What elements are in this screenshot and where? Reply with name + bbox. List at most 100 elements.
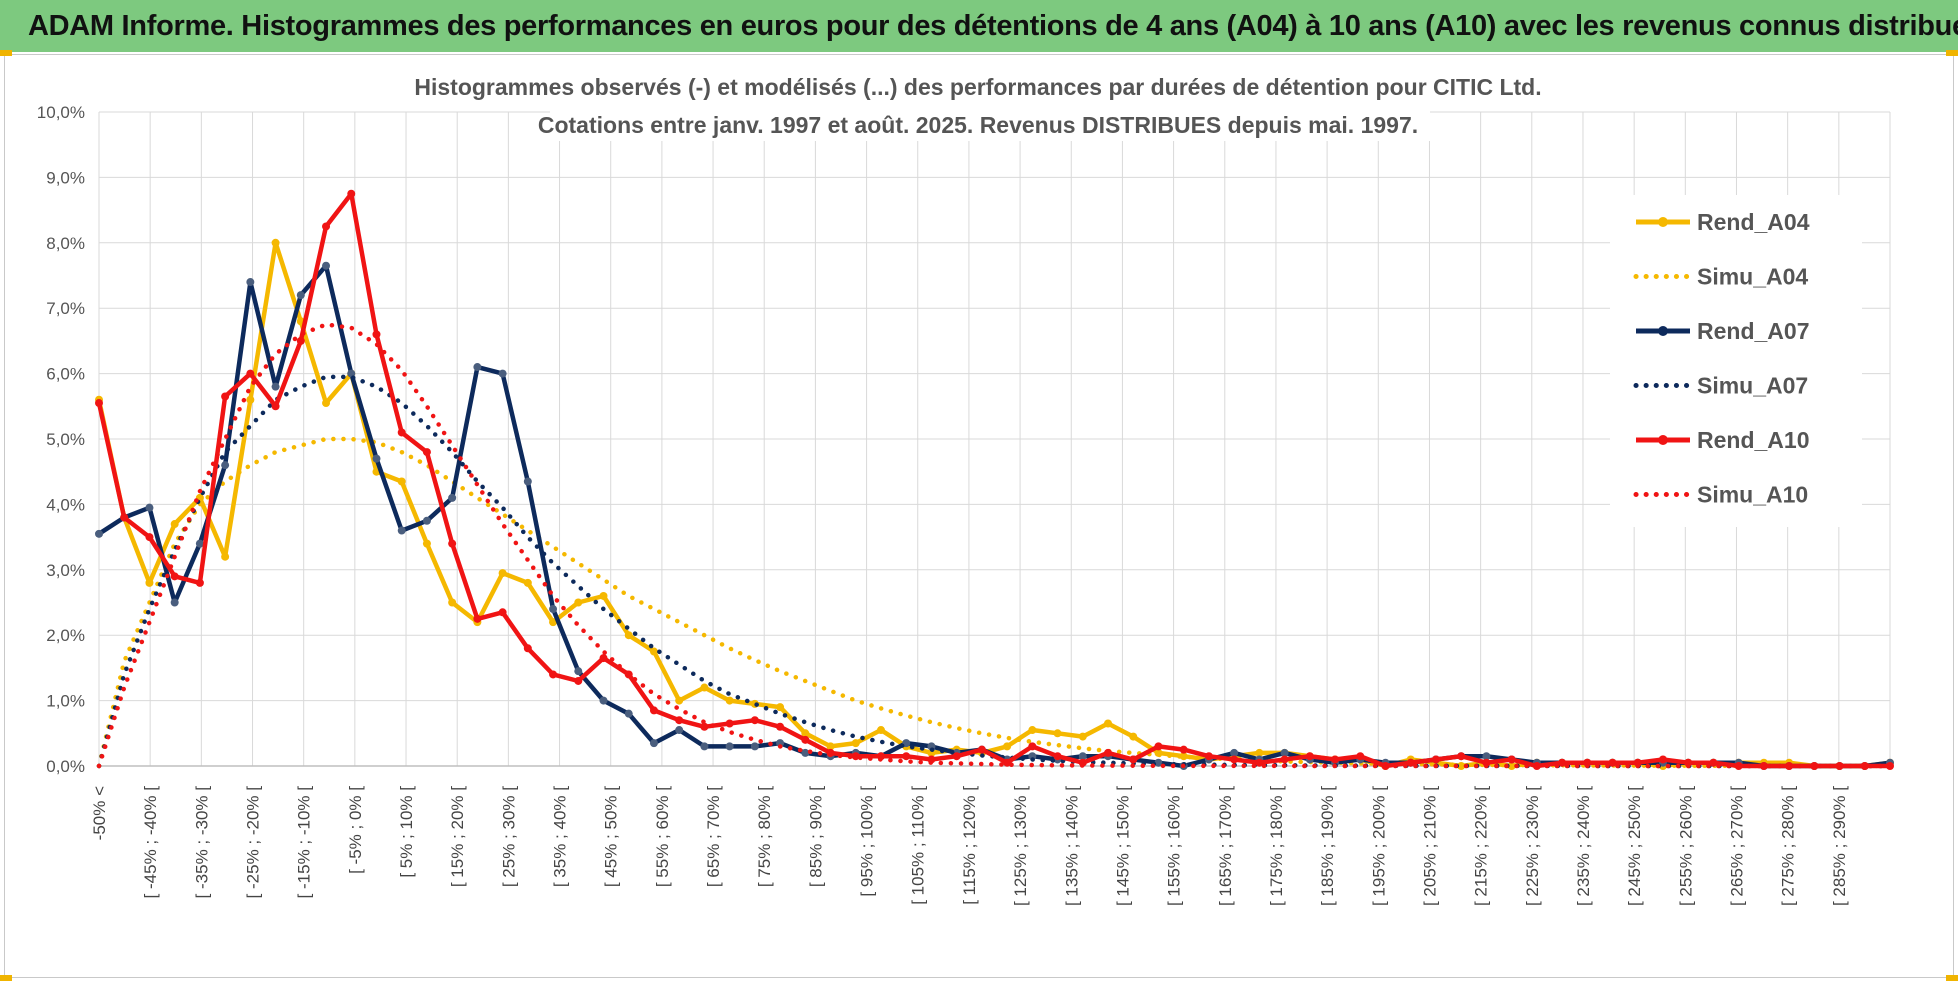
x-tick-label: [ 195% ; 200% [ [1369,786,1388,906]
data-point-rend-a07 [296,291,305,300]
x-tick-label: [ -15% ; -10% [ [295,786,314,899]
legend-label-simu-a07: Simu_A07 [1697,373,1808,399]
series-lines [95,189,1894,770]
data-point-rend-a07 [1078,752,1087,761]
data-point-rend-a04 [1003,742,1012,751]
legend: Rend_A04 Simu_A04 Rend_A07 Simu_A07 Rend_A10… [1610,195,1862,527]
data-point-rend-a07 [246,278,255,287]
data-point-rend-a10 [1431,755,1440,764]
x-tick-label: [ 125% ; 130% [ [1011,786,1030,906]
y-tick-label: 3,0% [46,561,85,580]
data-point-rend-a10 [1230,755,1239,764]
data-point-rend-a10 [1759,762,1768,770]
data-point-rend-a04 [221,552,230,561]
data-point-rend-a04 [876,726,885,735]
corner-accent [1946,50,1958,56]
series-simu-a04 [96,436,1893,769]
data-point-rend-a10 [1507,755,1516,764]
x-tick-label: [ 65% ; 70% [ [704,786,723,887]
data-point-rend-a10 [1104,748,1113,757]
corner-accent [1946,975,1958,981]
data-point-rend-a04 [700,683,709,692]
chart-title-line: Cotations entre janv. 1997 et août. 2025… [538,112,1418,138]
data-point-rend-a10 [296,336,305,345]
series-simu-a10 [96,322,1893,769]
data-point-rend-a07 [95,529,103,538]
y-tick-label: 4,0% [46,495,85,514]
data-point-rend-a04 [523,578,532,587]
data-point-rend-a10 [977,745,986,754]
legend-marker-rend-a04 [1658,217,1668,227]
data-point-rend-a10 [1053,752,1062,761]
data-point-rend-a10 [1810,762,1819,770]
data-point-rend-a10 [448,539,457,548]
data-point-rend-a07 [649,739,658,748]
data-point-rend-a04 [397,477,406,486]
y-tick-label: 6,0% [46,365,85,384]
x-tick-label: [ 185% ; 190% [ [1318,786,1337,906]
data-point-rend-a10 [1179,745,1188,754]
data-point-rend-a07 [397,526,406,535]
x-tick-label: [ 5% ; 10% [ [397,786,416,878]
data-point-rend-a10 [1860,762,1869,770]
data-point-rend-a04 [1129,732,1138,741]
data-point-rend-a04 [675,696,684,705]
data-point-rend-a04 [145,578,154,587]
x-tick-label: [ 95% ; 100% [ [858,786,877,897]
series-rend-a10 [96,191,1890,769]
x-tick-label: [ 155% ; 160% [ [1165,786,1184,906]
data-point-rend-a10 [322,222,331,231]
data-point-rend-a10 [372,330,381,339]
chart-title-line: Histogrammes observés (-) et modélisés (… [414,74,1541,100]
legend-marker-rend-a07 [1658,326,1668,336]
legend-label-rend-a10: Rend_A10 [1697,427,1809,453]
data-point-rend-a07 [170,598,179,607]
x-tick-label: [ 215% ; 220% [ [1472,786,1491,906]
data-point-rend-a10 [649,706,658,715]
x-tick-label: [ -5% ; 0% [ [346,786,365,874]
data-point-rend-a10 [1633,758,1642,767]
x-tick-label: [ 225% ; 230% [ [1523,786,1542,906]
data-point-rend-a07 [750,742,759,751]
x-tick-label: [ 145% ; 150% [ [1113,786,1132,906]
data-point-rend-a07 [498,369,507,378]
x-tick-label: [ 275% ; 280% [ [1779,786,1798,906]
x-tick-label: -50% < [90,786,109,840]
data-point-rend-a10 [1255,758,1264,767]
x-tick-label: [ 175% ; 180% [ [1267,786,1286,906]
data-point-rend-a04 [422,539,431,548]
data-point-rend-a04 [549,618,558,627]
data-point-rend-a07 [221,461,230,470]
data-point-rend-a04 [599,591,608,600]
data-point-rend-a04 [1255,748,1264,757]
data-point-rend-a04 [1053,729,1062,738]
y-tick-label: 8,0% [46,234,85,253]
data-point-rend-a04 [1078,732,1087,741]
data-point-rend-a07 [1230,748,1239,757]
data-point-rend-a10 [246,369,255,378]
data-point-rend-a10 [1204,752,1213,761]
data-point-rend-a10 [1406,758,1415,767]
data-point-rend-a10 [1658,755,1667,764]
x-tick-label: [ 35% ; 40% [ [551,786,570,887]
title-backdrop [430,69,1550,103]
data-point-rend-a07 [725,742,734,751]
data-point-rend-a07 [523,477,532,486]
data-point-rend-a10 [750,716,759,725]
data-point-rend-a07 [574,667,583,676]
data-point-rend-a10 [1129,755,1138,764]
y-tick-label: 2,0% [46,626,85,645]
data-point-rend-a07 [700,742,709,751]
data-point-rend-a07 [322,261,331,270]
data-point-rend-a10 [700,722,709,731]
x-tick-label: [ -35% ; -30% [ [192,786,211,899]
data-point-rend-a10 [675,716,684,725]
data-point-rend-a04 [498,569,507,578]
x-tick-label: [ 105% ; 110% [ [909,786,928,905]
data-point-rend-a04 [448,598,457,607]
data-point-rend-a04 [851,739,860,748]
legend-label-rend-a04: Rend_A04 [1697,209,1810,235]
data-point-rend-a07 [448,493,457,502]
data-point-rend-a10 [1608,758,1617,767]
